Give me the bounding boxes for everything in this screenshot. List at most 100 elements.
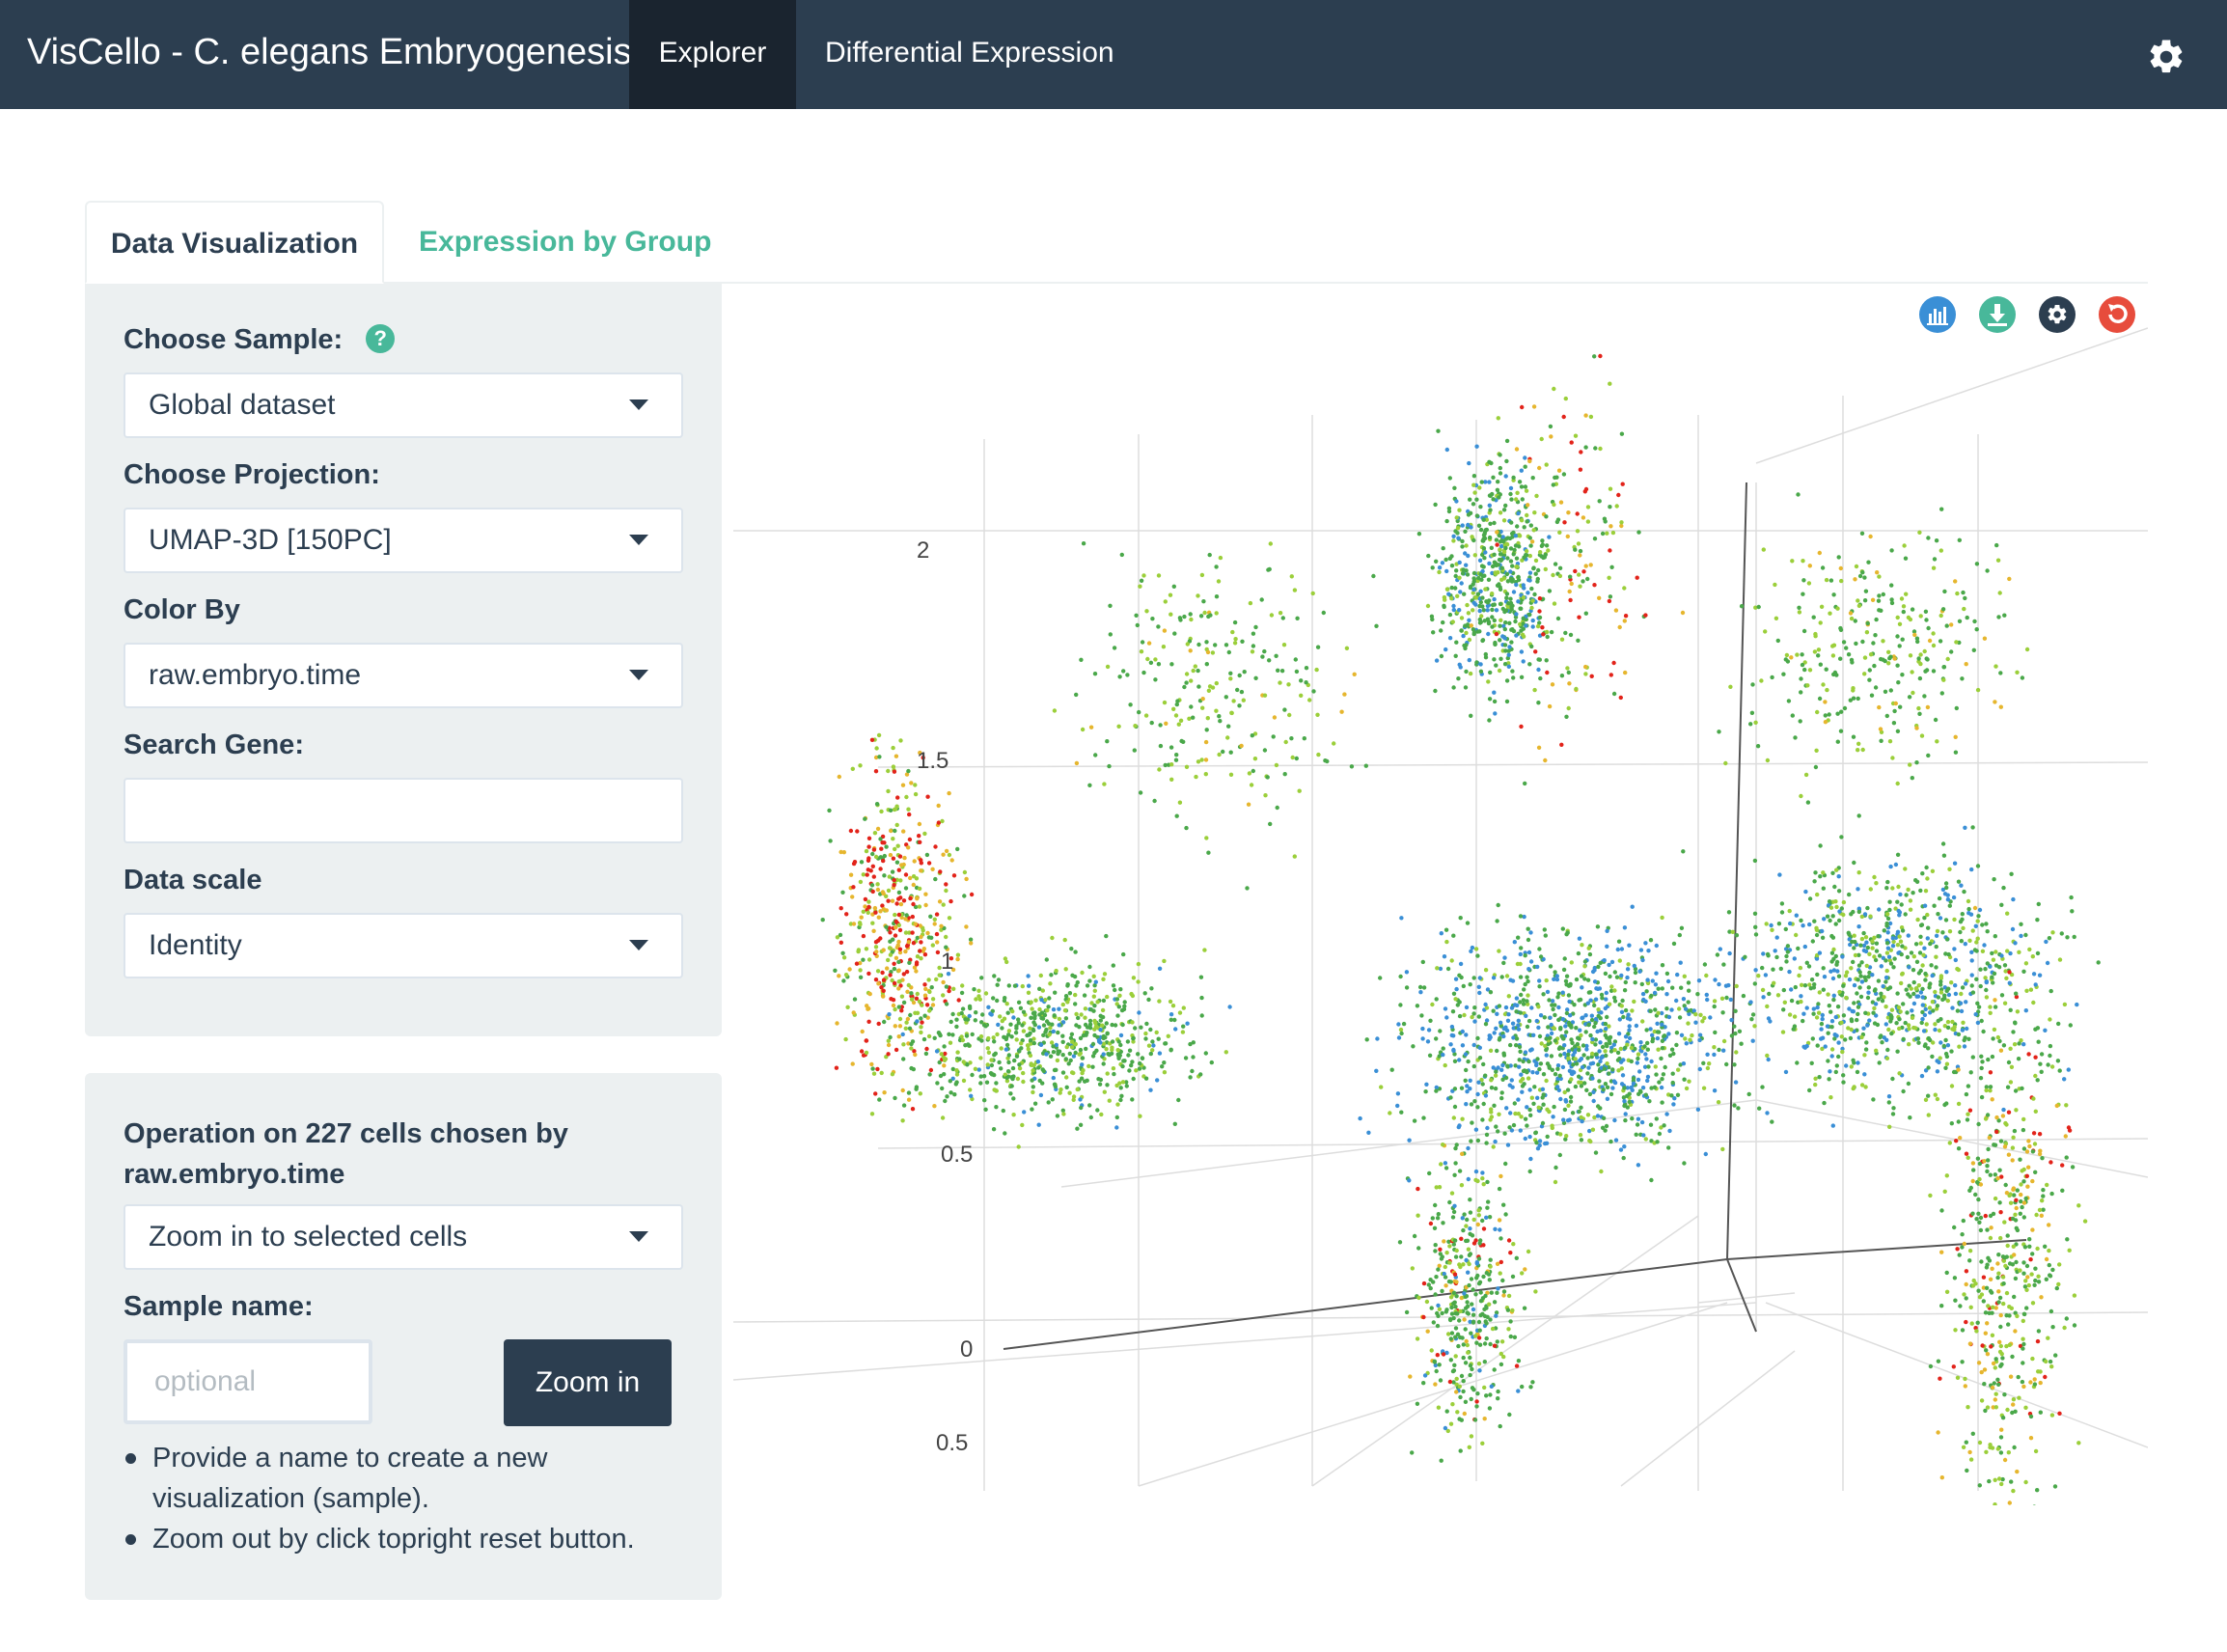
cell-point	[915, 1019, 920, 1024]
cell-point	[1444, 447, 1449, 453]
cell-point	[1468, 1355, 1472, 1361]
cell-point	[1498, 1020, 1503, 1025]
cell-point	[1441, 620, 1445, 625]
cell-point	[1567, 1068, 1573, 1073]
cell-point	[1579, 1032, 1583, 1038]
cell-point	[1544, 1036, 1549, 1041]
cell-point	[1605, 1014, 1609, 1020]
download-icon[interactable]	[1978, 295, 2017, 334]
app-title[interactable]: VisCello - C. elegans Embryogenesis	[27, 32, 632, 72]
cell-point	[1882, 928, 1887, 933]
cell-point	[1865, 905, 1870, 911]
gear-icon[interactable]	[2038, 295, 2076, 334]
tab-data-visualization[interactable]: Data Visualization	[85, 201, 384, 284]
cell-point	[1904, 987, 1909, 992]
zoom-in-button[interactable]: Zoom in	[504, 1339, 672, 1426]
cell-point	[1014, 1026, 1019, 1031]
cell-point	[1734, 1050, 1739, 1055]
cell-point	[1996, 1271, 2001, 1276]
cell-point	[1986, 1146, 1991, 1152]
cell-point	[1120, 1063, 1125, 1069]
cell-point	[1452, 485, 1457, 490]
cell-point	[1687, 1079, 1691, 1084]
cell-point	[1974, 1329, 1979, 1334]
cell-point	[1952, 1276, 1958, 1280]
cell-point	[1469, 949, 1473, 953]
cell-point	[864, 848, 869, 854]
cell-point	[1867, 1018, 1872, 1023]
cell-point	[1448, 1042, 1453, 1047]
cell-point	[1476, 1319, 1482, 1325]
data-scale-label: Data scale	[124, 865, 262, 895]
cell-point	[1917, 711, 1922, 716]
nav-explorer[interactable]: Explorer	[629, 0, 796, 109]
question-circle-icon[interactable]: ?	[366, 324, 396, 353]
cell-point	[1607, 1002, 1612, 1006]
cell-point	[1990, 1266, 1994, 1271]
operation-select[interactable]: Zoom in to selected cells	[124, 1204, 683, 1270]
cell-point	[880, 840, 885, 845]
cell-point	[1612, 1117, 1617, 1123]
cell-point	[1821, 966, 1826, 971]
umap-3d-scatter-plot[interactable]	[733, 289, 2148, 1505]
cell-point	[890, 869, 895, 874]
projection-select[interactable]: UMAP-3D [150PC]	[124, 508, 683, 573]
cell-point	[1470, 945, 1475, 950]
tab-expression-by-group[interactable]: Expression by Group	[419, 226, 712, 258]
cell-point	[1622, 925, 1628, 930]
sample-name-input[interactable]	[124, 1339, 372, 1424]
cell-point	[867, 991, 872, 997]
gear-icon[interactable]	[2146, 37, 2186, 77]
cell-point	[1901, 1002, 1906, 1006]
cell-point	[1835, 1005, 1841, 1009]
cell-point	[1654, 943, 1659, 949]
cell-point	[1469, 1331, 1473, 1335]
cell-point	[1873, 685, 1879, 690]
cell-point	[1447, 1244, 1452, 1249]
cell-point	[934, 912, 940, 917]
cell-point	[1776, 922, 1782, 926]
cell-point	[1589, 1017, 1595, 1023]
cell-point	[2012, 1042, 2018, 1047]
bar-chart-icon[interactable]	[1918, 295, 1957, 334]
cell-point	[1569, 1077, 1574, 1082]
cell-point	[1761, 951, 1766, 956]
cell-point	[2047, 1223, 2051, 1227]
cell-point	[1529, 1005, 1534, 1010]
cell-point	[1794, 913, 1800, 918]
cell-point	[1868, 914, 1873, 919]
cell-point	[1666, 1014, 1672, 1020]
cell-point	[897, 854, 903, 859]
cell-point	[1650, 1032, 1655, 1037]
cell-point	[1983, 1213, 1988, 1219]
cell-point	[1465, 921, 1471, 925]
reset-icon[interactable]	[2098, 295, 2136, 334]
search-gene-input[interactable]	[124, 778, 683, 843]
color-by-select[interactable]: raw.embryo.time	[124, 643, 683, 708]
cell-point	[944, 984, 949, 989]
nav-differential-expression[interactable]: Differential Expression	[825, 37, 1114, 69]
cell-point	[1499, 577, 1504, 582]
cell-point	[1792, 1024, 1798, 1029]
cell-point	[1498, 618, 1503, 622]
cell-point	[2038, 1410, 2043, 1415]
cell-point	[1870, 1000, 1876, 1005]
cell-point	[1827, 899, 1832, 904]
cell-point	[2006, 1110, 2012, 1115]
cell-point	[1459, 1086, 1465, 1090]
cell-point	[1582, 959, 1588, 964]
cell-point	[869, 1112, 875, 1116]
cell-point	[1821, 870, 1826, 875]
cell-point	[2027, 1237, 2032, 1242]
cell-point	[1495, 1339, 1499, 1344]
data-scale-select[interactable]: Identity	[124, 913, 683, 978]
sample-select[interactable]: Global dataset	[124, 372, 683, 438]
cell-point	[941, 902, 946, 907]
cell-point	[2007, 980, 2012, 985]
cell-point	[871, 874, 876, 879]
cell-point	[1126, 1053, 1131, 1058]
cell-point	[1982, 636, 1988, 641]
cell-point	[903, 1026, 908, 1031]
cell-point	[897, 947, 903, 951]
cell-point	[1453, 1354, 1458, 1359]
